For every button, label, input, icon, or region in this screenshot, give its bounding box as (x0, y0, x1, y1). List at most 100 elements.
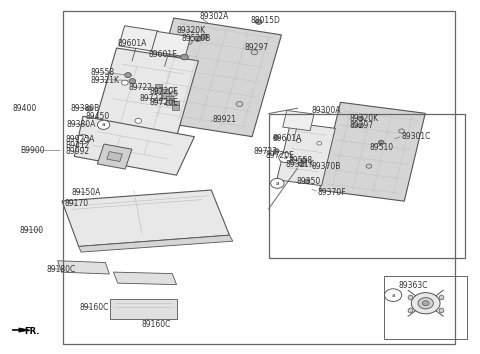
Text: 89722: 89722 (253, 147, 277, 156)
Text: 89100: 89100 (20, 226, 44, 235)
Circle shape (358, 116, 363, 121)
Polygon shape (74, 116, 194, 175)
Circle shape (301, 163, 306, 166)
Circle shape (317, 142, 322, 145)
Circle shape (422, 301, 429, 306)
Text: 89370B: 89370B (312, 162, 341, 171)
Text: 89558: 89558 (289, 155, 313, 165)
Circle shape (86, 106, 93, 111)
Circle shape (358, 124, 363, 128)
Circle shape (279, 153, 292, 162)
Circle shape (299, 162, 304, 166)
Bar (269, 114, 465, 258)
Text: B9900: B9900 (20, 146, 45, 155)
Circle shape (304, 179, 310, 183)
Circle shape (97, 120, 110, 130)
Bar (156, 84, 162, 93)
Text: 89180C: 89180C (46, 265, 75, 274)
Text: 89520B: 89520B (181, 34, 211, 43)
Text: 89720E: 89720E (149, 98, 178, 108)
Polygon shape (113, 272, 177, 285)
Text: 89321K: 89321K (91, 75, 120, 85)
Circle shape (170, 91, 177, 96)
Polygon shape (107, 152, 122, 161)
Circle shape (185, 40, 192, 45)
Text: 89992: 89992 (65, 147, 89, 156)
Text: 89297: 89297 (245, 43, 269, 52)
Polygon shape (277, 122, 336, 185)
Circle shape (180, 54, 188, 60)
Polygon shape (319, 102, 425, 201)
Text: 89150A: 89150A (72, 188, 101, 197)
Polygon shape (79, 235, 233, 252)
Circle shape (194, 36, 201, 41)
Text: 89301C: 89301C (402, 132, 431, 141)
Circle shape (121, 80, 128, 85)
Polygon shape (151, 32, 191, 57)
Circle shape (418, 298, 433, 309)
Circle shape (77, 135, 89, 144)
Circle shape (301, 158, 307, 162)
Text: FR.: FR. (24, 327, 40, 336)
Text: 89601A: 89601A (118, 39, 147, 47)
Text: 89450: 89450 (86, 112, 110, 121)
Text: 89160C: 89160C (142, 320, 171, 329)
Text: 89601A: 89601A (273, 134, 302, 143)
Text: a: a (391, 293, 395, 298)
Circle shape (378, 140, 384, 144)
Circle shape (296, 139, 301, 142)
Text: 89720E: 89720E (149, 87, 178, 96)
Text: 89558: 89558 (91, 68, 115, 77)
Text: 89320K: 89320K (349, 114, 378, 123)
Text: 89510: 89510 (369, 143, 393, 152)
Circle shape (274, 135, 279, 139)
Text: a: a (276, 181, 279, 186)
Text: 89160C: 89160C (80, 303, 109, 312)
Circle shape (384, 289, 402, 302)
Text: 89400: 89400 (12, 104, 37, 113)
Text: 89300A: 89300A (312, 105, 341, 114)
Circle shape (125, 73, 132, 78)
Polygon shape (144, 18, 281, 137)
Text: a: a (81, 137, 85, 142)
Text: 89380A: 89380A (67, 120, 96, 129)
Bar (384, 276, 468, 339)
Text: 89350: 89350 (297, 177, 321, 186)
Circle shape (168, 87, 175, 92)
Polygon shape (19, 328, 29, 332)
Polygon shape (90, 48, 198, 152)
Text: 88015D: 88015D (251, 16, 280, 25)
Text: 89363C: 89363C (399, 281, 428, 290)
Text: 89297: 89297 (349, 121, 373, 130)
Circle shape (271, 178, 284, 188)
Text: 89720E: 89720E (265, 152, 294, 160)
Circle shape (236, 102, 243, 107)
Text: 89722: 89722 (140, 94, 164, 103)
Bar (162, 89, 169, 97)
Text: 89925A: 89925A (65, 135, 95, 144)
Text: 89370F: 89370F (318, 188, 346, 198)
Circle shape (135, 118, 142, 123)
Text: B9412: B9412 (65, 142, 90, 150)
Circle shape (274, 149, 279, 153)
Text: a: a (102, 122, 105, 127)
Text: 89302A: 89302A (199, 12, 228, 21)
Text: 89170: 89170 (64, 199, 88, 208)
Text: 89722: 89722 (129, 83, 153, 92)
Circle shape (366, 164, 372, 168)
Circle shape (251, 50, 258, 55)
Circle shape (411, 293, 440, 314)
Circle shape (399, 129, 405, 133)
Polygon shape (110, 299, 177, 319)
Text: 89921: 89921 (213, 115, 237, 124)
Text: a: a (284, 155, 287, 160)
Bar (166, 96, 172, 104)
Circle shape (352, 123, 357, 127)
Text: 89601E: 89601E (148, 50, 177, 59)
Text: 89380B: 89380B (70, 104, 99, 113)
Text: 89321K: 89321K (286, 160, 314, 169)
Polygon shape (97, 144, 132, 169)
Circle shape (280, 153, 286, 157)
Circle shape (201, 34, 207, 39)
Polygon shape (62, 190, 229, 246)
